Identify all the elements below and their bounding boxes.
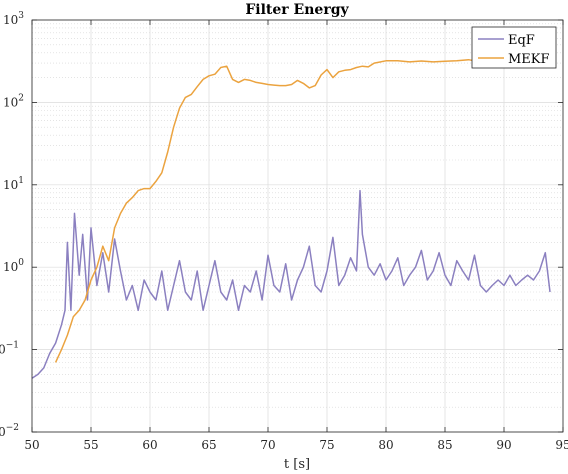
plot-frame bbox=[31, 19, 564, 433]
y-tick-label: 101 bbox=[3, 176, 24, 192]
y-tick-label: 102 bbox=[3, 93, 24, 109]
y-tick-label: 103 bbox=[3, 11, 24, 27]
x-tick-label: 65 bbox=[201, 438, 216, 452]
y-tick-label: 10−1 bbox=[0, 341, 19, 357]
y-ticks: 10−2 10−1 100 101 102 103 bbox=[0, 11, 563, 439]
x-tick-label: 90 bbox=[496, 438, 511, 452]
x-tick-label: 75 bbox=[319, 438, 334, 452]
series-line-eqf bbox=[31, 189, 551, 379]
series-line-mekf bbox=[54, 58, 481, 363]
x-tick-label: 85 bbox=[437, 438, 452, 452]
x-axis-label: t [s] bbox=[284, 457, 310, 472]
y-tick-label: 100 bbox=[3, 258, 24, 274]
series-layer bbox=[31, 58, 551, 379]
x-tick-label: 95 bbox=[555, 438, 568, 452]
x-tick-label: 60 bbox=[142, 438, 157, 452]
x-tick-label: 80 bbox=[378, 438, 393, 452]
x-tick-label: 50 bbox=[24, 438, 39, 452]
x-tick-label: 55 bbox=[83, 438, 98, 452]
legend-box bbox=[471, 26, 557, 69]
legend-label-eqf: EqF bbox=[508, 33, 535, 48]
legend-label-mekf: MEKF bbox=[508, 52, 550, 67]
y-tick-label: 10−2 bbox=[0, 423, 19, 439]
x-tick-label: 70 bbox=[260, 438, 275, 452]
legend: EqF MEKF bbox=[471, 26, 557, 69]
chart-title: Filter Energy bbox=[245, 2, 349, 18]
plot-area bbox=[32, 20, 563, 432]
x-ticks: 50 55 60 65 70 75 80 85 90 95 bbox=[24, 20, 568, 452]
